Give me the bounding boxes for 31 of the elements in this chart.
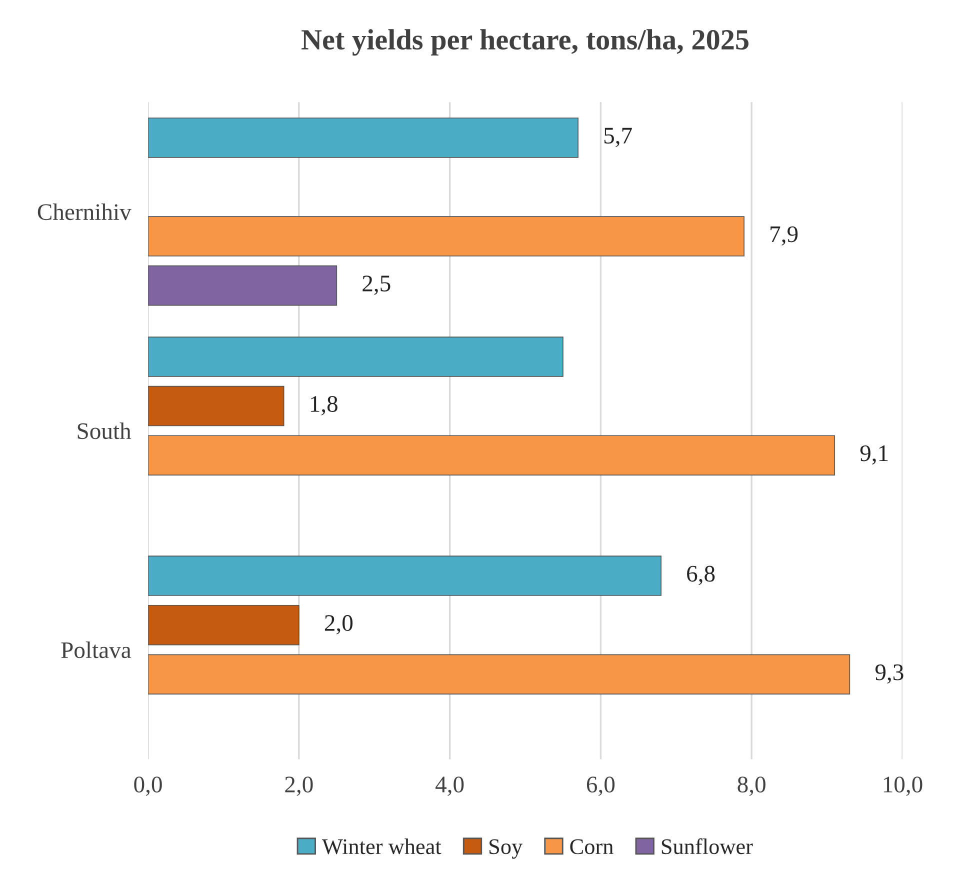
data-label: 7,9 [770,226,798,246]
data-label: 2,5 [362,276,390,295]
bar [148,654,850,694]
bar [148,118,578,158]
legend-label: Winter wheat [322,838,442,854]
bar [148,216,744,256]
x-tick-label: 0,0 [134,776,162,796]
x-tick-label: 4,0 [436,776,464,796]
y-tick-label: Poltava [61,642,132,658]
legend-label: Sunflower [662,838,753,854]
bar [148,265,338,306]
data-label: 2,0 [324,615,353,634]
data-label: 5,7 [604,128,632,148]
data-label: 9,3 [875,664,904,684]
bar [148,435,835,476]
legend-label: Corn [570,839,614,854]
bar [148,386,284,426]
y-tick-label: South [78,422,132,440]
x-tick-label: 6,0 [586,776,615,796]
data-label: 1,8 [310,396,338,416]
legend-label: Soy [490,839,523,859]
bar [148,556,662,596]
chart-title: Net yields per hectare, tons/ha, 2025 [302,29,748,56]
data-label: 9,1 [860,445,888,465]
bar [148,336,564,377]
y-tick-label: Chernihiv [38,203,132,220]
bar [148,604,300,646]
data-label: 6,8 [687,566,715,586]
x-tick-label: 2,0 [285,776,313,796]
x-tick-label: 10,0 [884,776,922,796]
x-tick-label: 8,0 [738,776,766,796]
